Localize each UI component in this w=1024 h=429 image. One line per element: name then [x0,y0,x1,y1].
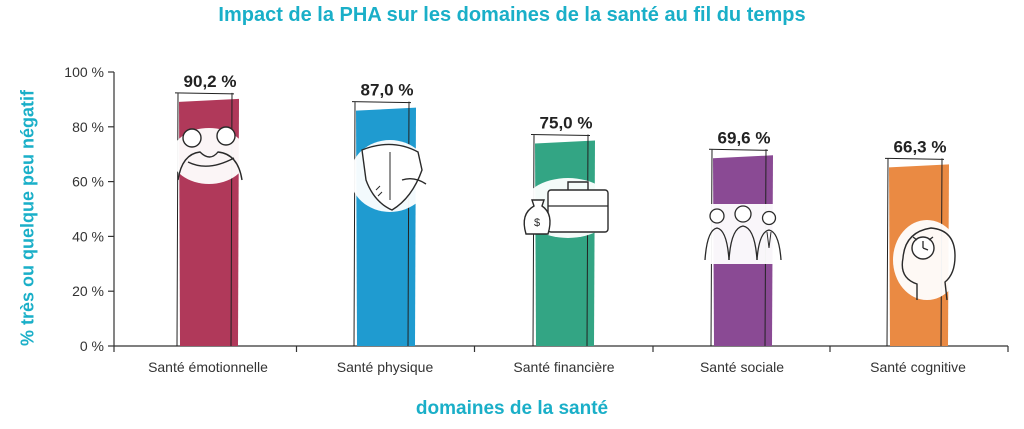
labels: 90,2 % Santé émotionnelle 87,0 % Santé phys… [148,72,966,375]
hugging-people-icon [171,126,247,184]
data-label: 69,6 % [718,128,771,147]
bar-outline [351,101,412,347]
category-label: Santé émotionnelle [148,359,268,375]
axes: 0 % 20 % 40 % 60 % 80 % 100 % [64,64,1009,354]
y-tick-label: 20 % [72,283,104,299]
bar [535,140,595,346]
y-tick-label: 40 % [72,228,104,244]
category-label: Santé sociale [700,359,784,375]
y-tick-label: 100 % [64,64,104,80]
y-tick-label: 0 % [80,338,104,354]
data-label: 90,2 % [184,72,237,91]
icons: $ [171,126,961,301]
category-label: Santé cognitive [870,359,966,375]
data-label: 75,0 % [540,114,593,133]
bar-outline [530,134,591,347]
back-pain-icon [350,140,430,212]
chart-title: Impact de la PHA sur les domaines de la … [218,4,806,26]
group-of-people-icon [703,204,785,264]
data-label: 66,3 % [894,137,947,156]
category-label: Santé financière [513,359,614,375]
category-label: Santé physique [337,359,434,375]
y-tick-label: 80 % [72,119,104,135]
money-briefcase-icon: $ [522,178,614,238]
head-with-clock-icon [893,220,961,301]
svg-text:$: $ [534,217,540,229]
x-axis-label: domaines de la santé [415,398,609,419]
y-tick-label: 60 % [72,174,104,190]
data-label: 87,0 % [361,81,414,100]
